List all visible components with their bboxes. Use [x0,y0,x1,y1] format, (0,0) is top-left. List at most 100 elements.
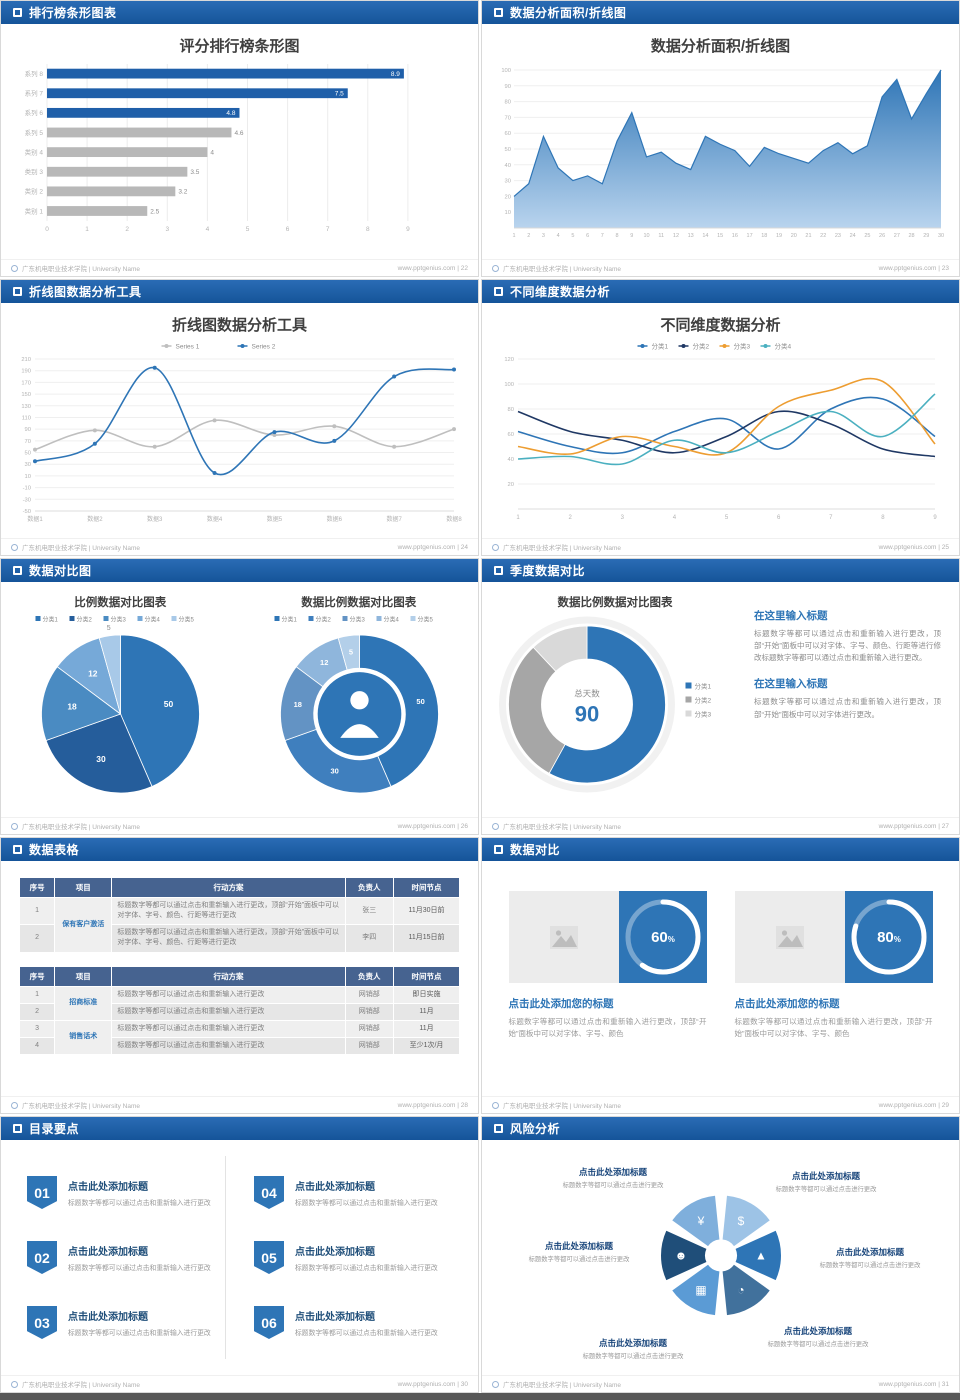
toc-item[interactable]: 02 点击此处添加标题 标题数字等都可以通过点击和重新输入进行更改 [27,1241,225,1274]
slide-data-compare-pies[interactable]: 数据对比图 比例数据对比图表 分类1 分类2 分类3 分类4 分类5 50 30 18 12 5 … [0,558,479,835]
slide-footer: 广东机电职业技术学院 | University Name www.pptgeni… [1,1375,478,1392]
svg-text:8.9: 8.9 [391,71,400,78]
svg-text:90: 90 [575,702,599,727]
svg-text:☻: ☻ [674,1248,687,1262]
toc-item-title: 点击此处添加标题 [295,1247,375,1258]
svg-text:10: 10 [505,210,511,216]
slide-data-table[interactable]: 数据表格 序号 项目 行动方案 负责人 时间节点 1 保有客户激活 [0,837,479,1114]
footer-school: 广东机电职业技术学院 | University Name [22,1382,140,1389]
table-header-row: 序号 项目 行动方案 负责人 时间节点 [18,965,460,987]
toc-number-badge: 03 [27,1306,57,1339]
slide-header: 季度数据对比 [482,559,959,582]
svg-text:30: 30 [330,767,338,776]
svg-text:90: 90 [25,427,31,433]
header-square-icon [494,8,503,17]
footer-school: 广东机电职业技术学院 | University Name [503,1382,621,1389]
toc-item-title: 点击此处添加标题 [68,1312,148,1323]
svg-text:9: 9 [933,515,937,521]
slide-progress-compare[interactable]: 数据对比 60% 点击此处添加您的标题 标题数字等都可以通过点击和重新输入进行更… [481,837,960,1114]
slide-ranking-bar[interactable]: 排行榜条形图表 评分排行榜条形图 0 1 2 3 4 5 6 7 8 9 系列 8 8.9 系列 7 7.… [0,0,479,277]
svg-text:1: 1 [516,515,520,521]
svg-text:分类5: 分类5 [417,616,433,624]
svg-text:分类1: 分类1 [281,616,297,624]
svg-text:70: 70 [25,439,31,445]
image-placeholder-icon [775,925,804,949]
section-body: 标题数字等都可以通过点击和重新输入进行更改，顶部“开始”面板中可以对字体、字号、… [754,629,941,663]
slide-line-tool[interactable]: 折线图数据分析工具 折线图数据分析工具 -50 -30 -10 10 30 50 70 90 1… [0,279,479,556]
proportion-donut-chart: 分类1 分类2 分类3 分类4 分类5 50 30 18 12 5 [250,612,469,802]
svg-text:100: 100 [504,382,514,388]
svg-text:27: 27 [894,233,900,239]
comparison-card[interactable]: 80% 点击此处添加您的标题 标题数字等都可以通过点击和重新输入进行更改，顶部“… [734,891,933,1096]
svg-text:分类4: 分类4 [775,342,792,351]
header-square-icon [13,287,22,296]
footer-school: 广东机电职业技术学院 | University Name [503,824,621,831]
slide-toc-points[interactable]: 目录要点 01 点击此处添加标题 标题数字等都可以通过点击和重新输入进行更改 02… [0,1116,479,1393]
score-ranking-bar-chart: 0 1 2 3 4 5 6 7 8 9 系列 8 8.9 系列 7 7.5 系列 6 4.8 系列 5 4.6 类别… [11,62,464,234]
donut-chart-title: 数据比例数据对比图表 [557,597,673,609]
footer-school: 广东机电职业技术学院 | University Name [503,545,621,552]
svg-text:系列 5: 系列 5 [25,128,44,137]
svg-text:18: 18 [293,700,301,709]
toc-item[interactable]: 03 点击此处添加标题 标题数字等都可以通过点击和重新输入进行更改 [27,1306,225,1339]
risk-label: 点击此处添加标题 标题数字等都可以通过点击进行更改 [819,1247,921,1269]
header-square-icon [13,8,22,17]
svg-text:8: 8 [616,233,619,239]
svg-text:数据8: 数据8 [446,515,462,523]
svg-text:系列 6: 系列 6 [25,108,44,117]
toc-item[interactable]: 06 点击此处添加标题 标题数字等都可以通过点击和重新输入进行更改 [254,1306,452,1339]
svg-text:20: 20 [791,233,797,239]
toc-item-desc: 标题数字等都可以通过点击和重新输入进行更改 [295,1200,438,1207]
svg-text:5: 5 [571,233,574,239]
svg-text:30: 30 [25,462,31,468]
risk-label: 点击此处添加标题 标题数字等都可以通过点击进行更改 [562,1167,664,1189]
toc-item[interactable]: 04 点击此处添加标题 标题数字等都可以通过点击和重新输入进行更改 [254,1176,452,1209]
svg-text:80: 80 [505,100,511,106]
slide-header: 数据对比 [482,838,959,861]
svg-text:8: 8 [881,515,885,521]
svg-text:分类2: 分类2 [693,342,710,351]
svg-text:7.5: 7.5 [335,91,344,98]
slide-area-chart[interactable]: 数据分析面积/折线图 数据分析面积/折线图 10 20 30 40 50 60 70 80 90… [481,0,960,277]
header-square-icon [494,566,503,575]
footer-site-page: www.pptgenius.com | 23 [878,264,949,272]
section-body: 标题数字等都可以通过点击和重新输入进行更改，顶部“开始”面板中可以对字体进行更改… [754,697,941,719]
chart-title: 不同维度数据分析 [660,317,781,334]
svg-text:80: 80 [508,407,514,413]
section-heading: 在这里输入标题 [754,610,828,622]
svg-text:120: 120 [504,357,514,363]
svg-text:22: 22 [820,233,826,239]
svg-text:7: 7 [326,226,330,233]
table-row: 3 销售话术 标题数字等都可以通过点击和重新输入进行更改 网销部 11月 [18,1019,460,1056]
svg-text:110: 110 [22,415,31,421]
comparison-card[interactable]: 60% 点击此处添加您的标题 标题数字等都可以通过点击和重新输入进行更改，顶部“… [508,891,707,1096]
svg-text:10: 10 [25,474,31,480]
slide-quarter-compare[interactable]: 季度数据对比 数据比例数据对比图表 总天数 90 分类1 分类2 分类3 在这里输入标题… [481,558,960,835]
section-heading: 在这里输入标题 [754,678,828,691]
toc-item[interactable]: 01 点击此处添加标题 标题数字等都可以通过点击和重新输入进行更改 [27,1176,225,1209]
svg-text:12: 12 [320,658,328,667]
svg-text:3: 3 [621,515,625,521]
slide-footer: 广东机电职业技术学院 | University Name www.pptgeni… [1,538,478,555]
svg-text:9: 9 [630,233,633,239]
slide-footer: 广东机电职业技术学院 | University Name www.pptgeni… [482,1096,959,1113]
slide-footer: 广东机电职业技术学院 | University Name www.pptgeni… [482,538,959,555]
svg-text:7: 7 [829,515,833,521]
svg-text:数据7: 数据7 [386,515,402,523]
svg-text:15: 15 [717,233,723,239]
svg-text:分类4: 分类4 [145,616,161,624]
svg-text:70: 70 [505,115,511,121]
slide-multi-dimension[interactable]: 不同维度数据分析 不同维度数据分析 20 40 60 80 100 120 1 2 3 4 5 6 7 8… [481,279,960,556]
toc-item[interactable]: 05 点击此处添加标题 标题数字等都可以通过点击和重新输入进行更改 [254,1241,452,1274]
svg-text:数据5: 数据5 [267,515,283,523]
svg-text:分类2: 分类2 [695,696,712,705]
slide-risk-analysis[interactable]: 风险分析 $ ▲ ◔ ▦ ☻ ¥ 点击此处添加标题 标题数字等都可以通过点击进行更改 点击此… [481,1116,960,1393]
slide-header: 风险分析 [482,1117,959,1140]
svg-text:80%: 80% [877,929,901,946]
slide-footer: 广东机电职业技术学院 | University Name www.pptgeni… [482,259,959,276]
svg-text:分类3: 分类3 [734,342,751,351]
svg-text:-10: -10 [23,486,31,492]
table-row: 1 保有客户激活 标题数字等都可以通过点击和重新输入进行更改，顶部“开始”面板中… [18,896,460,953]
slide-footer: 广东机电职业技术学院 | University Name www.pptgeni… [482,1375,959,1392]
